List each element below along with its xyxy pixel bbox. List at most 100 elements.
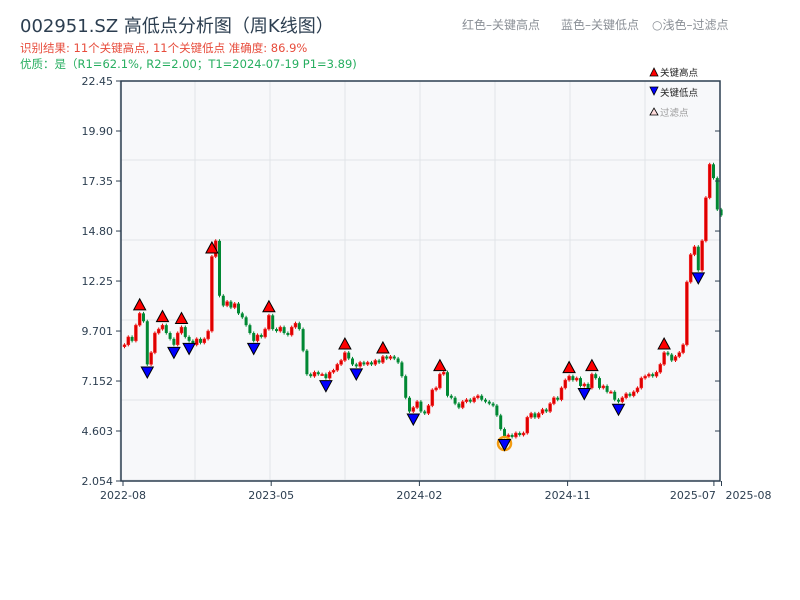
candle (468, 399, 472, 402)
candle (639, 377, 644, 389)
candle (358, 362, 362, 367)
key-high-marker-icon (585, 358, 599, 372)
candle (457, 403, 461, 408)
candle (305, 350, 309, 375)
candle (351, 358, 354, 365)
candle (331, 370, 336, 373)
candle (191, 340, 195, 345)
candle (670, 354, 674, 361)
y-tick-label: 17.35 (82, 175, 114, 188)
candle (552, 397, 556, 404)
candle (187, 336, 191, 341)
page-title: 002951.SZ 高低点分析图（周K线图） (20, 16, 334, 37)
candle (172, 338, 176, 345)
candle (293, 322, 298, 328)
candle (301, 329, 305, 351)
candle (423, 411, 427, 414)
legend-low-icon (649, 86, 659, 96)
candle (692, 246, 697, 255)
candle (229, 301, 233, 308)
candle (122, 344, 127, 347)
y-tick-label: 9.701 (82, 325, 114, 338)
key-high-marker-icon (433, 358, 447, 372)
candle (388, 356, 393, 359)
candle (487, 401, 491, 404)
candle (411, 407, 416, 412)
candle (309, 374, 313, 377)
key-low-marker-icon (319, 380, 333, 393)
key-low-marker-icon (577, 388, 592, 401)
candle (666, 352, 670, 355)
x-tick-label: 2024-11 (545, 489, 591, 502)
candle (518, 433, 522, 435)
x-tick-label: 2025-08 (726, 489, 772, 502)
candle (244, 317, 248, 326)
candle (617, 399, 620, 402)
y-tick-label: 4.603 (82, 425, 114, 438)
legend-filtered-icon (649, 107, 659, 116)
candle (480, 395, 484, 400)
key-high-marker-icon (155, 309, 170, 323)
candle (327, 371, 332, 379)
candle (179, 326, 184, 334)
key-low-marker-icon (406, 413, 421, 427)
key-low-marker-icon (349, 368, 364, 381)
candle (354, 364, 358, 367)
candle (362, 362, 366, 365)
candle (491, 403, 495, 406)
candle (275, 329, 278, 332)
candle (476, 395, 480, 398)
candle (282, 327, 286, 334)
candle (365, 362, 370, 365)
candle (400, 362, 404, 377)
candle (149, 352, 153, 365)
candle (635, 387, 640, 393)
candle (647, 373, 651, 377)
candle (202, 338, 207, 344)
key-low-marker-icon (611, 403, 626, 417)
candle (335, 364, 340, 371)
candle (715, 178, 719, 210)
candle (651, 374, 655, 377)
candle (438, 373, 442, 389)
candle (712, 164, 715, 179)
legend-red-high: 红色–关键高点 (462, 18, 541, 32)
candle (544, 409, 548, 412)
candle (613, 391, 617, 400)
x-tick-label: 2022-08 (100, 489, 146, 502)
legend-blue-low: 蓝色–关键低点 (561, 18, 640, 32)
candle (267, 315, 271, 330)
candle (396, 358, 400, 363)
candle (240, 313, 244, 318)
candle (225, 301, 229, 306)
candle (289, 326, 294, 336)
candle (297, 323, 301, 330)
chart-legend: 关键高点 关键低点 过滤点 (649, 67, 699, 119)
candle (464, 399, 469, 402)
candle (426, 405, 431, 414)
quality-summary: 优质：是（R1=62.1%, R2=2.00；T1=2024-07-19 P1=… (20, 57, 357, 71)
y-tick-label: 19.90 (82, 125, 114, 138)
candle (137, 313, 142, 326)
candle (441, 371, 446, 375)
candle (563, 379, 568, 389)
candle (449, 395, 453, 398)
candle (218, 240, 221, 296)
candle (704, 197, 708, 242)
candle (548, 403, 552, 412)
candle (404, 376, 408, 398)
candle (681, 344, 685, 353)
candle (130, 336, 134, 341)
candle (571, 376, 575, 381)
candle (168, 333, 172, 339)
candle (631, 391, 636, 397)
candle (677, 352, 682, 357)
candle (510, 434, 514, 437)
x-tick-label: 2025-07 (670, 489, 716, 502)
candle (339, 360, 343, 365)
candle (210, 256, 214, 332)
candle (707, 164, 712, 198)
y-tick-label: 7.152 (82, 375, 114, 388)
candle (495, 405, 499, 416)
